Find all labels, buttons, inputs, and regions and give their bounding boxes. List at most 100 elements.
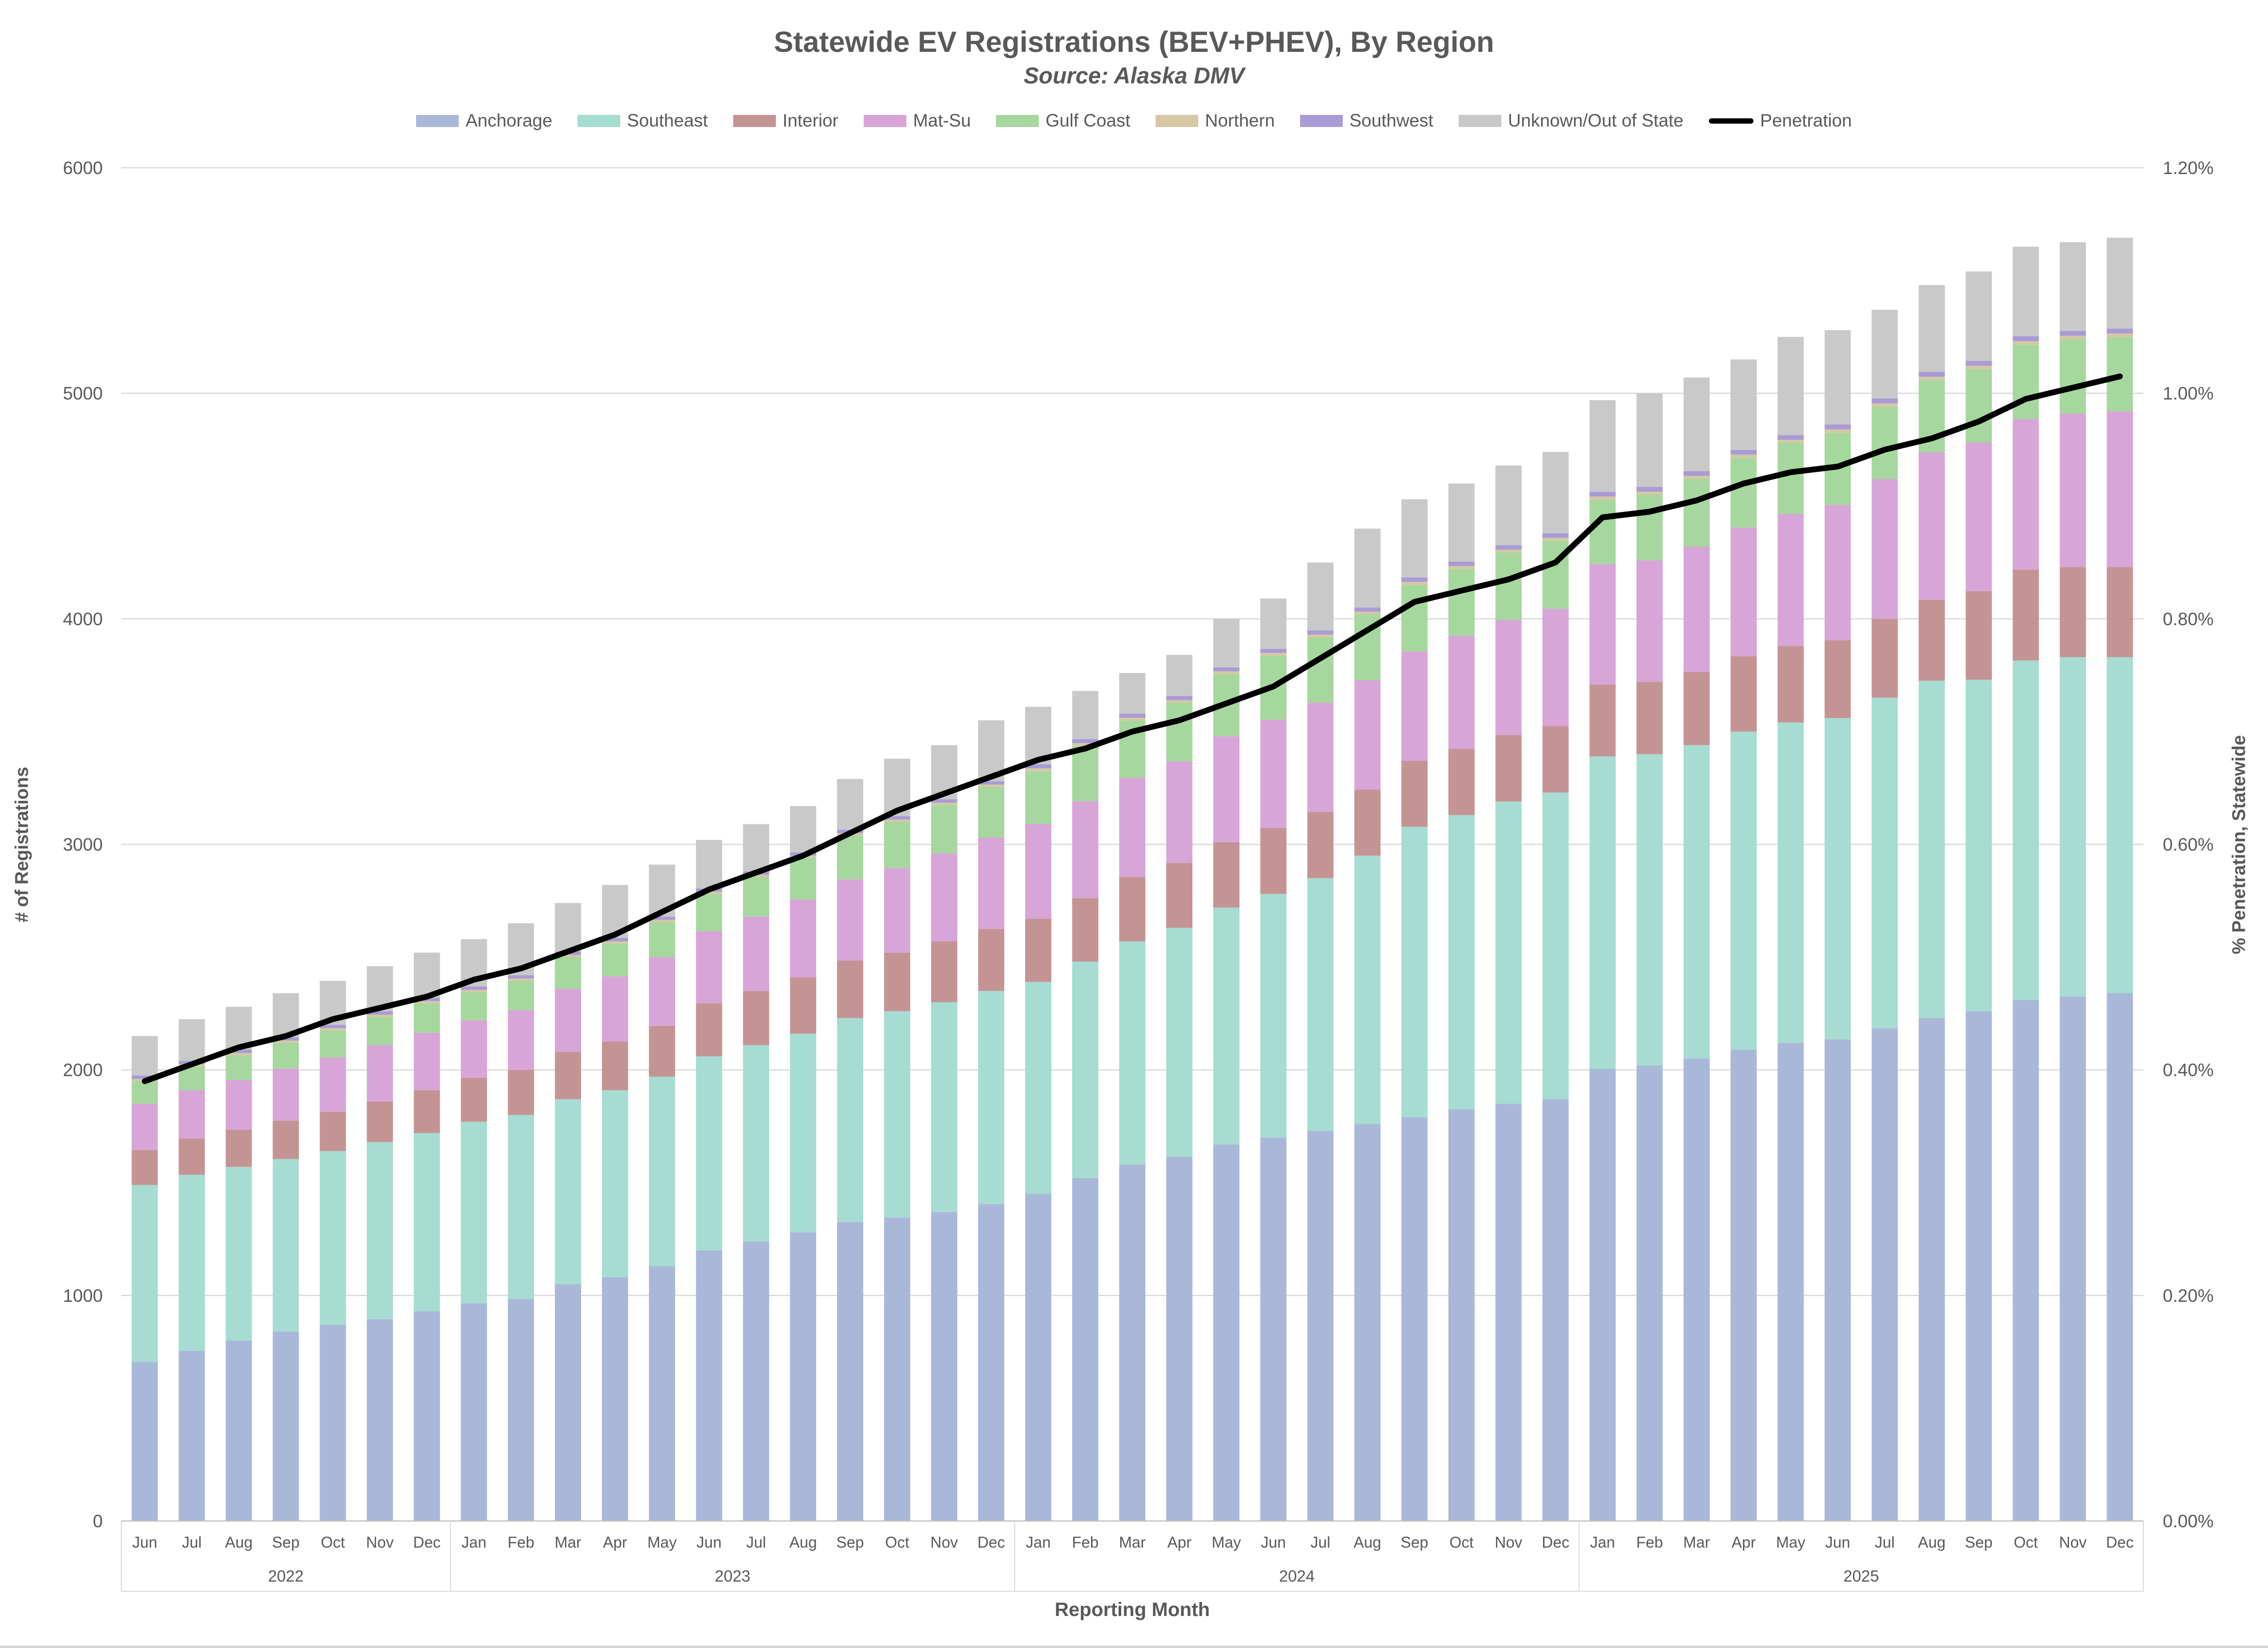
- bar-4-Oct: [320, 980, 346, 1521]
- bar-segment-southeast: [367, 1142, 393, 1319]
- month-label: Oct: [321, 1534, 345, 1551]
- legend-label: Mat-Su: [913, 111, 971, 130]
- bar-42-Dec: [2107, 238, 2133, 1521]
- bar-segment-gulf-coast: [367, 1017, 393, 1045]
- bar-segment-unknown-out-of-state: [1871, 310, 1898, 399]
- bar-segment-gulf-coast: [555, 957, 581, 989]
- bar-segment-interior: [131, 1150, 158, 1185]
- bar-segment-interior: [1495, 735, 1522, 802]
- bar-segment-southeast: [320, 1151, 346, 1325]
- bar-segment-northern: [1119, 718, 1145, 720]
- bar-segment-mat-su: [461, 1020, 487, 1078]
- bar-segment-northern: [1730, 454, 1757, 458]
- bar-segment-southwest: [1495, 545, 1522, 550]
- month-label: Jan: [462, 1534, 487, 1551]
- bar-segment-gulf-coast: [225, 1055, 252, 1080]
- month-label: Apr: [603, 1534, 627, 1551]
- bar-segment-interior: [743, 991, 770, 1045]
- bar-segment-northern: [1636, 491, 1663, 495]
- bar-segment-unknown-out-of-state: [1824, 330, 1851, 425]
- bar-segment-interior: [1072, 898, 1099, 962]
- bar-segment-gulf-coast: [1636, 495, 1663, 560]
- month-label: Jun: [1825, 1534, 1850, 1551]
- bar-segment-anchorage: [1824, 1039, 1851, 1521]
- bar-segment-interior: [978, 928, 1005, 991]
- legend-swatch-icon: [996, 114, 1039, 127]
- bar-segment-anchorage: [225, 1340, 252, 1521]
- bar-26-Aug: [1354, 528, 1381, 1521]
- x-axis-title: Reporting Month: [1055, 1599, 1210, 1620]
- bar-segment-northern: [1072, 743, 1099, 746]
- bar-segment-unknown-out-of-state: [1589, 400, 1616, 492]
- bar-segment-anchorage: [1777, 1042, 1804, 1521]
- bar-segment-northern: [1777, 439, 1804, 443]
- bar-segment-gulf-coast: [1683, 479, 1710, 547]
- bar-segment-interior: [2107, 567, 2133, 657]
- bar-segment-southeast: [1730, 731, 1757, 1050]
- month-label: Jun: [1261, 1534, 1286, 1551]
- bar-segment-mat-su: [225, 1080, 252, 1130]
- bar-segment-interior: [1542, 726, 1569, 793]
- bar-segment-southwest: [1072, 739, 1099, 743]
- bar-segment-gulf-coast: [743, 877, 770, 917]
- month-label: Nov: [1495, 1534, 1522, 1551]
- bar-segment-southeast: [1495, 801, 1522, 1104]
- chart-legend: Anchorage Southeast Interior Mat-Su Gulf Coa…: [0, 111, 2268, 131]
- bar-segment-southeast: [178, 1174, 205, 1351]
- bar-segment-southeast: [555, 1099, 581, 1284]
- bar-segment-northern: [461, 990, 487, 992]
- bar-38-Aug: [1918, 285, 1945, 1521]
- bar-segment-southeast: [1542, 792, 1569, 1100]
- bar-segment-interior: [1307, 812, 1334, 879]
- bar-segment-anchorage: [2012, 1000, 2039, 1521]
- bar-28-Oct: [1448, 483, 1475, 1521]
- bar-segment-anchorage: [2059, 996, 2086, 1521]
- month-label: Jan: [1026, 1534, 1051, 1551]
- legend-label: Penetration: [1760, 111, 1852, 130]
- bar-segment-southwest: [1448, 561, 1475, 566]
- bar-segment-interior: [178, 1138, 205, 1175]
- bar-segment-southeast: [1824, 718, 1851, 1040]
- bar-segment-southwest: [1119, 713, 1145, 718]
- bar-segment-anchorage: [1589, 1069, 1616, 1521]
- bar-segment-mat-su: [602, 976, 628, 1042]
- left-axis-tick-label: 2000: [63, 1060, 103, 1080]
- bar-segment-southwest: [320, 1024, 346, 1028]
- bar-segment-southwest: [508, 975, 534, 979]
- bar-segment-southwest: [461, 986, 487, 990]
- bar-segment-southeast: [1683, 745, 1710, 1059]
- left-axis-tick-label: 1000: [63, 1286, 103, 1306]
- bar-segment-anchorage: [602, 1277, 628, 1521]
- bar-segment-gulf-coast: [602, 944, 628, 976]
- bar-segment-southeast: [743, 1045, 770, 1242]
- legend-item-unknown-out-of-state: Unknown/Out of State: [1458, 111, 1684, 131]
- month-label: Aug: [225, 1534, 253, 1551]
- month-label: Nov: [366, 1534, 394, 1551]
- bar-segment-unknown-out-of-state: [1213, 619, 1239, 668]
- bar-segment-unknown-out-of-state: [1495, 465, 1522, 545]
- bar-13-Jul: [743, 824, 770, 1521]
- bar-segment-southeast: [649, 1076, 676, 1266]
- bar-segment-southeast: [1119, 941, 1145, 1165]
- bar-34-Apr: [1730, 359, 1757, 1521]
- bar-segment-mat-su: [1119, 778, 1145, 877]
- bar-segment-northern: [1166, 700, 1192, 703]
- right-axis-tick-label: 0.00%: [2163, 1511, 2214, 1531]
- bar-segment-anchorage: [931, 1212, 958, 1521]
- bar-segment-mat-su: [978, 837, 1005, 929]
- bar-segment-anchorage: [461, 1303, 487, 1521]
- month-label: Feb: [508, 1534, 534, 1551]
- bar-segment-anchorage: [1072, 1178, 1099, 1521]
- year-label: 2025: [1843, 1567, 1879, 1585]
- bar-segment-interior: [649, 1025, 676, 1077]
- bar-37-Jul: [1871, 310, 1898, 1521]
- bar-segment-mat-su: [1072, 801, 1099, 898]
- bar-segment-mat-su: [508, 1010, 534, 1070]
- bar-segment-northern: [414, 1001, 440, 1004]
- bar-segment-interior: [1025, 919, 1052, 982]
- bar-segment-interior: [273, 1120, 299, 1159]
- bar-segment-interior: [1166, 863, 1192, 928]
- bar-segment-gulf-coast: [649, 922, 676, 958]
- month-label: Oct: [885, 1534, 909, 1551]
- bar-segment-southeast: [1448, 815, 1475, 1110]
